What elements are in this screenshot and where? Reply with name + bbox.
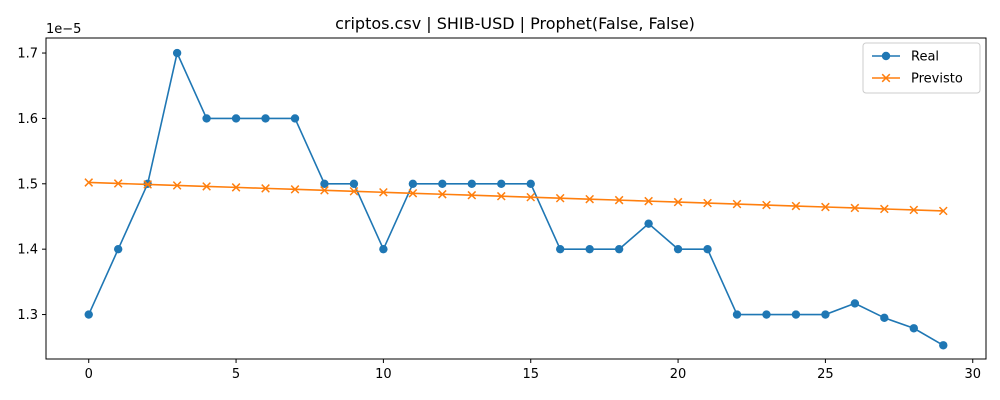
point-previsto-21 xyxy=(703,198,712,208)
point-previsto-0 xyxy=(84,178,94,187)
point-real-28 xyxy=(909,324,919,333)
point-previsto-24 xyxy=(791,201,801,211)
point-real-17 xyxy=(585,244,594,254)
x-tick-label-25: 25 xyxy=(817,367,834,382)
point-real-1 xyxy=(113,244,123,254)
y-tick-label-1.5: 1.5 xyxy=(17,177,38,192)
point-real-5 xyxy=(231,114,241,123)
point-previsto-20 xyxy=(673,197,683,207)
point-real-12 xyxy=(438,179,447,188)
point-previsto-2 xyxy=(143,180,152,189)
point-previsto-26 xyxy=(850,203,860,213)
point-previsto-10 xyxy=(379,187,388,197)
series-line-previsto xyxy=(88,181,944,212)
point-previsto-27 xyxy=(880,204,889,214)
legend-label-real: Real xyxy=(911,50,939,65)
point-previsto-7 xyxy=(290,185,300,194)
point-real-21 xyxy=(703,244,712,254)
legend-marker-real xyxy=(881,51,891,61)
y-offset-label: 1e−5 xyxy=(46,22,81,37)
legend: Real Previsto xyxy=(862,42,981,94)
point-real-25 xyxy=(821,310,830,319)
y-tick-label-1.3: 1.3 xyxy=(17,308,38,323)
point-real-0 xyxy=(84,310,93,319)
point-previsto-15 xyxy=(526,192,536,202)
series-line-real xyxy=(87,50,944,346)
point-real-24 xyxy=(791,310,801,319)
x-tick-label-30: 30 xyxy=(964,367,981,382)
point-previsto-3 xyxy=(172,181,182,190)
chart-title: criptos.csv | SHIB-USD | Prophet(False, … xyxy=(335,14,695,33)
point-real-4 xyxy=(202,114,211,123)
point-real-3 xyxy=(172,48,182,58)
point-previsto-19 xyxy=(644,196,653,206)
point-previsto-5 xyxy=(231,183,241,192)
point-previsto-29 xyxy=(938,206,948,216)
x-tick-label-10: 10 xyxy=(375,367,392,382)
point-previsto-8 xyxy=(320,185,329,195)
point-previsto-18 xyxy=(614,195,624,205)
point-real-9 xyxy=(349,179,359,188)
point-real-6 xyxy=(261,114,270,123)
point-previsto-6 xyxy=(261,184,270,193)
point-real-29 xyxy=(939,341,948,350)
point-previsto-1 xyxy=(113,179,123,188)
y-tick-label-1.4: 1.4 xyxy=(17,243,38,258)
y-tick-label-1.7: 1.7 xyxy=(17,47,38,62)
point-previsto-22 xyxy=(732,199,742,209)
point-previsto-4 xyxy=(202,182,211,191)
legend-marker-previsto xyxy=(881,73,891,83)
axes: 0 5 10 15 20 25 30 1.3 1.4 1.5 1.6 1.7 xyxy=(17,37,987,382)
point-previsto-16 xyxy=(555,193,565,203)
point-previsto-17 xyxy=(585,194,594,204)
point-previsto-13 xyxy=(467,190,477,200)
point-real-7 xyxy=(290,114,300,123)
point-real-14 xyxy=(497,179,506,188)
point-real-16 xyxy=(556,244,565,254)
point-real-15 xyxy=(526,179,535,188)
point-previsto-25 xyxy=(821,202,830,212)
point-real-27 xyxy=(880,313,889,323)
point-real-13 xyxy=(467,179,476,188)
point-real-11 xyxy=(408,179,418,188)
series-group xyxy=(84,48,948,350)
point-real-26 xyxy=(850,299,860,308)
x-tick-label-15: 15 xyxy=(522,367,539,382)
y-tick-label-1.6: 1.6 xyxy=(17,112,38,127)
x-tick-label-20: 20 xyxy=(670,367,687,382)
point-real-8 xyxy=(320,179,329,188)
point-real-18 xyxy=(614,244,624,254)
x-tick-label-0: 0 xyxy=(85,367,93,382)
legend-label-previsto: Previsto xyxy=(911,72,963,87)
point-previsto-11 xyxy=(408,188,418,198)
point-previsto-9 xyxy=(349,186,359,196)
point-previsto-23 xyxy=(762,200,771,210)
point-real-10 xyxy=(379,244,388,254)
point-real-19 xyxy=(644,219,653,228)
point-previsto-12 xyxy=(438,189,447,199)
plot-frame xyxy=(45,37,987,360)
point-previsto-14 xyxy=(496,191,506,201)
point-real-23 xyxy=(762,310,771,319)
point-previsto-28 xyxy=(909,205,919,215)
x-tick-label-5: 5 xyxy=(232,367,240,382)
point-real-20 xyxy=(673,244,683,254)
point-real-22 xyxy=(732,310,742,319)
